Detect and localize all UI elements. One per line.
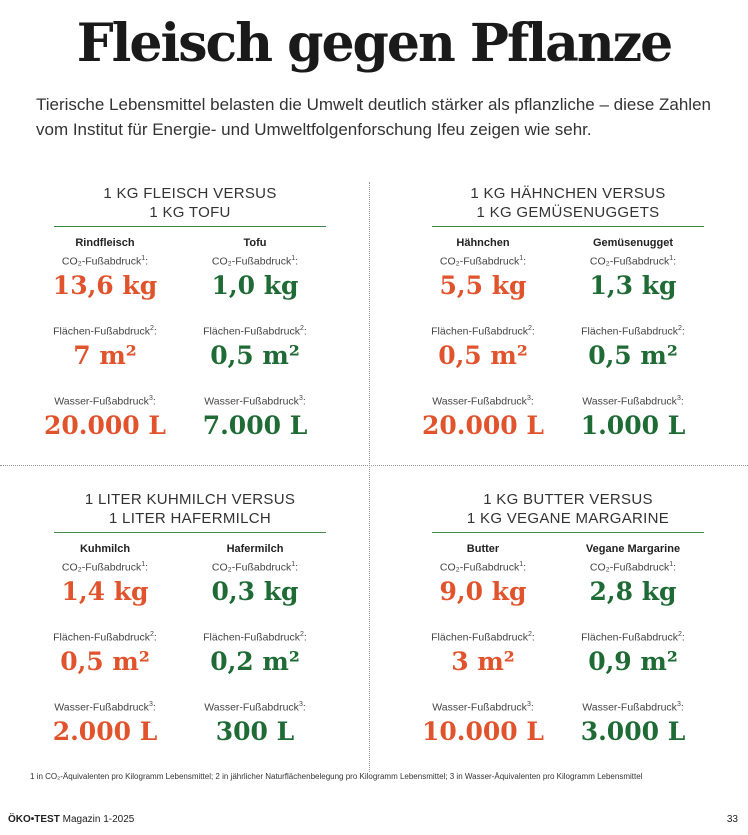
- panel-title-line1: 1 KG HÄHNCHEN VERSUS: [470, 185, 666, 202]
- product-name: Vegane Margarine: [585, 543, 681, 555]
- panel-chicken-vs-nuggets: 1 KG HÄHNCHEN VERSUS 1 KG GEMÜSENUGGETS …: [408, 184, 728, 467]
- co2-value: 1,3 kg: [589, 271, 677, 300]
- product-name: Hafermilch: [226, 543, 284, 555]
- vertical-divider: [369, 182, 370, 772]
- co2-label: CO₂-Fußabdruck1:: [589, 255, 677, 268]
- water-value: 2.000 L: [52, 717, 158, 746]
- area-label: Flächen-Fußabdruck2:: [581, 631, 685, 644]
- panel-title-line2: 1 LITER HAFERMILCH: [108, 510, 272, 527]
- water-label: Wasser-Fußabdruck3:: [204, 701, 306, 714]
- area-value: 0,5 m²: [588, 341, 678, 370]
- panel-title-line2: 1 KG VEGANE MARGARINE: [466, 510, 670, 527]
- area-label: Flächen-Fußabdruck2:: [431, 631, 535, 644]
- column-plant: Hafermilch CO₂-Fußabdruck1: 0,3 kg Fläch…: [180, 533, 330, 749]
- page-title: Fleisch gegen Pflanze: [76, 13, 674, 74]
- water-value: 10.000 L: [422, 717, 544, 746]
- panel-title-line2: 1 KG GEMÜSENUGGETS: [476, 204, 660, 221]
- column-plant: Vegane Margarine CO₂-Fußabdruck1: 2,8 kg…: [558, 533, 708, 749]
- panel-cowmilk-vs-oatmilk: 1 LITER KUHMILCH VERSUS 1 LITER HAFERMIL…: [30, 490, 350, 773]
- intro-text: Tierische Lebensmittel belasten die Umwe…: [36, 95, 711, 139]
- water-label: Wasser-Fußabdruck3:: [54, 701, 156, 714]
- column-animal: Rindfleisch CO₂-Fußabdruck1: 13,6 kg Flä…: [30, 227, 180, 443]
- water-value: 7.000 L: [202, 411, 308, 440]
- panel-rule: [54, 226, 326, 227]
- product-name: Butter: [466, 543, 500, 555]
- column-animal: Kuhmilch CO₂-Fußabdruck1: 1,4 kg Flächen…: [30, 533, 180, 749]
- co2-label: CO₂-Fußabdruck1:: [211, 255, 299, 268]
- water-label: Wasser-Fußabdruck3:: [204, 395, 306, 408]
- panel-rule: [432, 532, 704, 533]
- co2-value: 5,5 kg: [439, 271, 527, 300]
- page-number: 33: [726, 814, 738, 825]
- area-value: 3 m²: [451, 647, 515, 676]
- water-value: 20.000 L: [422, 411, 544, 440]
- area-label: Flächen-Fußabdruck2:: [53, 631, 157, 644]
- area-label: Flächen-Fußabdruck2:: [203, 631, 307, 644]
- product-name: Hähnchen: [456, 237, 510, 249]
- co2-value: 9,0 kg: [439, 577, 527, 606]
- area-value: 0,5 m²: [438, 341, 528, 370]
- horizontal-divider: [0, 465, 748, 466]
- water-label: Wasser-Fußabdruck3:: [432, 701, 534, 714]
- column-animal: Hähnchen CO₂-Fußabdruck1: 5,5 kg Flächen…: [408, 227, 558, 443]
- panel-meat-vs-tofu: 1 KG FLEISCH VERSUS 1 KG TOFU Rindfleisc…: [30, 184, 350, 467]
- panel-title-line1: 1 LITER KUHMILCH VERSUS: [84, 491, 296, 508]
- panel-title-line1: 1 KG BUTTER VERSUS: [483, 491, 653, 508]
- area-label: Flächen-Fußabdruck2:: [581, 325, 685, 338]
- water-value: 3.000 L: [580, 717, 686, 746]
- water-value: 1.000 L: [580, 411, 686, 440]
- product-name: Gemüsenugget: [592, 237, 674, 249]
- co2-label: CO₂-Fußabdruck1:: [589, 561, 677, 574]
- area-value: 0,2 m²: [210, 647, 300, 676]
- product-name: Tofu: [243, 237, 267, 249]
- area-label: Flächen-Fußabdruck2:: [431, 325, 535, 338]
- panel-rule: [432, 226, 704, 227]
- co2-label: CO₂-Fußabdruck1:: [439, 561, 527, 574]
- co2-value: 13,6 kg: [52, 271, 158, 300]
- brand-logo: ÖKO•TEST: [8, 814, 60, 825]
- area-label: Flächen-Fußabdruck2:: [53, 325, 157, 338]
- product-name: Rindfleisch: [75, 237, 135, 249]
- column-plant: Tofu CO₂-Fußabdruck1: 1,0 kg Flächen-Fuß…: [180, 227, 330, 443]
- area-value: 0,5 m²: [210, 341, 300, 370]
- area-label: Flächen-Fußabdruck2:: [203, 325, 307, 338]
- water-label: Wasser-Fußabdruck3:: [54, 395, 156, 408]
- panel-rule: [54, 532, 326, 533]
- water-value: 300 L: [215, 717, 295, 746]
- footnote: 1 in CO₂-Äquivalenten pro Kilogramm Lebe…: [30, 772, 643, 781]
- column-plant: Gemüsenugget CO₂-Fußabdruck1: 1,3 kg Flä…: [558, 227, 708, 443]
- product-name: Kuhmilch: [79, 543, 131, 555]
- co2-value: 0,3 kg: [211, 577, 299, 606]
- water-value: 20.000 L: [44, 411, 166, 440]
- area-value: 7 m²: [73, 341, 137, 370]
- water-label: Wasser-Fußabdruck3:: [582, 395, 684, 408]
- panel-title-line2: 1 KG TOFU: [149, 204, 231, 221]
- co2-label: CO₂-Fußabdruck1:: [61, 561, 149, 574]
- co2-label: CO₂-Fußabdruck1:: [439, 255, 527, 268]
- co2-label: CO₂-Fußabdruck1:: [211, 561, 299, 574]
- issue-label: Magazin 1-2025: [62, 814, 135, 825]
- area-value: 0,5 m²: [60, 647, 150, 676]
- panel-title-line1: 1 KG FLEISCH VERSUS: [103, 185, 277, 202]
- co2-value: 2,8 kg: [589, 577, 677, 606]
- column-animal: Butter CO₂-Fußabdruck1: 9,0 kg Flächen-F…: [408, 533, 558, 749]
- water-label: Wasser-Fußabdruck3:: [432, 395, 534, 408]
- panel-butter-vs-margarine: 1 KG BUTTER VERSUS 1 KG VEGANE MARGARINE…: [408, 490, 728, 773]
- area-value: 0,9 m²: [588, 647, 678, 676]
- co2-value: 1,4 kg: [61, 577, 149, 606]
- footer: ÖKO•TEST Magazin 1-2025: [8, 814, 134, 825]
- co2-value: 1,0 kg: [211, 271, 299, 300]
- co2-label: CO₂-Fußabdruck1:: [61, 255, 149, 268]
- water-label: Wasser-Fußabdruck3:: [582, 701, 684, 714]
